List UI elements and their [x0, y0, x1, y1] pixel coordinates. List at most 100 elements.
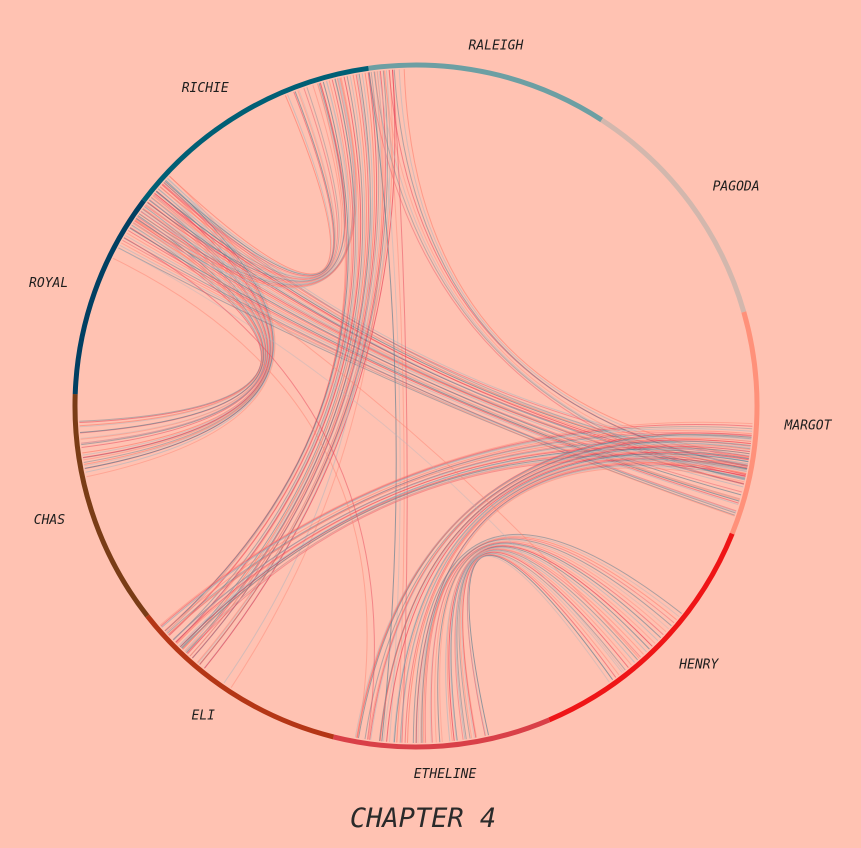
link-henry-etheline — [423, 536, 677, 743]
node-arc-pagoda — [600, 117, 747, 313]
link-royal-chas — [82, 190, 271, 458]
link-henry-etheline — [439, 544, 656, 743]
link-margot-etheline — [378, 447, 750, 742]
link-margot-etheline — [420, 467, 745, 744]
link-royal-chas — [84, 179, 274, 469]
link-royal-margot — [137, 215, 744, 488]
node-arc-margot — [729, 311, 760, 535]
link-royal-chas — [85, 177, 275, 473]
link-royal-richie — [135, 77, 357, 288]
link-margot-etheline — [399, 459, 747, 743]
node-label-richie: RICHIE — [182, 81, 229, 96]
link-royal-margot — [131, 225, 741, 500]
link-margot-eli — [161, 428, 753, 628]
link-margot-eli — [185, 457, 747, 653]
node-arc-etheline — [332, 717, 551, 750]
link-royal-chas — [84, 184, 273, 465]
link-royal-margot — [129, 227, 740, 502]
link-royal-richie — [169, 95, 332, 275]
link-henry-etheline — [445, 543, 659, 742]
node-arcs-group — [72, 62, 760, 750]
link-margot-etheline — [407, 461, 747, 743]
link-royal-richie — [138, 78, 354, 286]
link-richie-eli — [197, 71, 384, 663]
chart-title: CHAPTER 4 — [350, 803, 496, 834]
node-arc-royal — [72, 199, 146, 395]
link-margot-etheline — [404, 457, 748, 743]
node-arc-raleigh — [368, 62, 604, 123]
link-royal-henry — [133, 222, 640, 659]
link-margot-etheline — [386, 451, 749, 742]
link-richie-eli — [166, 81, 351, 633]
link-royal-margot — [125, 234, 739, 506]
node-label-pagoda: PAGODA — [713, 180, 760, 195]
node-arc-henry — [548, 532, 735, 723]
link-royal-margot — [135, 218, 742, 496]
link-margot-etheline — [364, 440, 751, 740]
link-henry-etheline — [421, 538, 672, 743]
link-henry-etheline — [462, 551, 629, 738]
link-margot-etheline — [382, 448, 750, 742]
link-richie-eli — [168, 79, 354, 636]
link-raleigh-eli — [223, 74, 372, 684]
link-royal-margot — [123, 237, 736, 514]
link-richie-eli — [204, 69, 396, 669]
link-raleigh-eli — [230, 71, 383, 688]
link-royal-chas — [81, 206, 267, 446]
link-richie-eli — [199, 70, 389, 665]
link-royal-margot — [143, 206, 744, 485]
link-royal-margot — [161, 184, 750, 459]
link-royal-richie — [155, 87, 340, 279]
node-label-chas: CHAS — [34, 513, 65, 528]
link-royal-margot — [119, 244, 737, 513]
link-richie-eli — [165, 83, 346, 633]
link-margot-etheline — [379, 450, 750, 742]
link-royal-etheline — [112, 257, 368, 738]
node-label-margot: MARGOT — [784, 418, 833, 433]
link-royal-richie — [136, 78, 356, 287]
link-royal-chas — [79, 226, 262, 423]
link-henry-etheline — [429, 539, 670, 743]
link-henry-etheline — [434, 540, 667, 743]
link-margot-eli — [184, 458, 747, 653]
link-richie-eli — [191, 72, 378, 659]
node-label-royal: ROYAL — [29, 276, 68, 291]
link-raleigh-margot — [383, 70, 747, 474]
link-raleigh-etheline — [392, 69, 408, 743]
link-royal-richie — [146, 83, 346, 282]
link-royal-margot — [128, 230, 739, 504]
node-arc-chas — [72, 394, 150, 618]
link-royal-margot — [132, 222, 741, 500]
link-henry-etheline — [461, 553, 623, 738]
node-labels-group: RALEIGH PAGODA MARGOT HENRY ETHELINE ELI CHAS R… — [29, 39, 833, 782]
link-royal-margot — [142, 208, 745, 485]
link-margot-etheline — [415, 464, 746, 744]
links-group — [79, 69, 753, 744]
node-label-eli: ELI — [192, 709, 216, 724]
link-royal-richie — [149, 83, 345, 281]
link-raleigh-etheline — [376, 71, 401, 743]
link-royal-chas — [79, 215, 265, 433]
link-richie-eli — [175, 76, 362, 643]
link-henry-etheline — [446, 548, 644, 742]
link-margot-eli — [173, 443, 751, 641]
link-richie-eli — [168, 80, 353, 636]
link-raleigh-etheline — [384, 70, 405, 743]
link-royal-margot — [140, 211, 745, 485]
link-royal-margot — [122, 239, 737, 512]
link-henry-etheline — [466, 556, 610, 736]
link-henry-etheline — [458, 552, 626, 739]
link-royal-margot — [152, 195, 747, 472]
link-richie-eli — [180, 75, 364, 649]
link-margot-etheline — [370, 442, 751, 740]
link-royal-richie — [151, 85, 343, 281]
link-henry-etheline — [420, 535, 680, 744]
link-margot-etheline — [396, 456, 748, 743]
node-label-etheline: ETHELINE — [414, 767, 477, 782]
link-henry-etheline — [468, 555, 614, 736]
link-royal-etheline — [123, 237, 375, 740]
link-margot-etheline — [358, 434, 752, 739]
link-royal-richie — [140, 80, 350, 285]
link-margot-eli — [178, 450, 749, 646]
